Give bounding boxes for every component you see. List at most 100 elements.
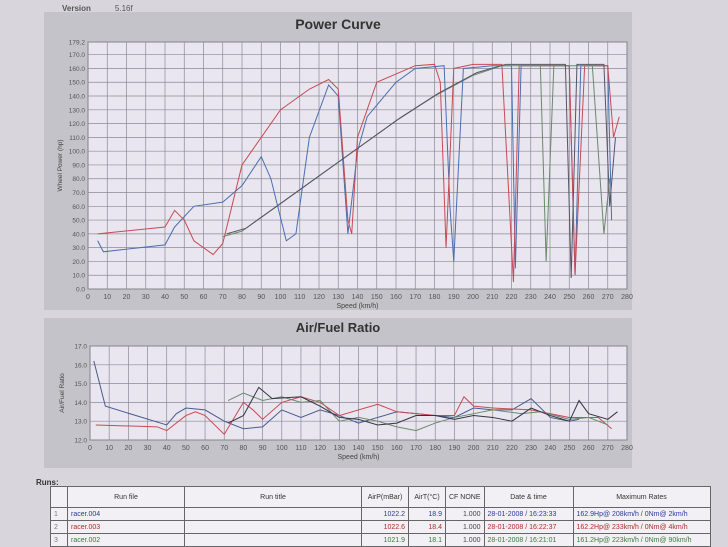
x-tick-label: 170: [410, 445, 422, 452]
cell-date: 28-01-2008 / 16:23:33: [483, 507, 574, 521]
x-tick-label: 260: [583, 294, 595, 301]
x-tick-label: 220: [506, 445, 518, 452]
table-row[interactable]: 1 racer.004 1022.2 18.9 1.000 28-01-2008 / 16…: [50, 507, 711, 521]
series-line-4: [227, 386, 618, 426]
y-tick-label: 150.0: [69, 80, 86, 87]
column-header: Run title: [184, 486, 362, 508]
x-tick-label: 140: [352, 294, 364, 301]
x-tick-label: 40: [163, 445, 171, 452]
x-tick-label: 40: [161, 294, 169, 301]
cell-cf: 1.000: [445, 533, 485, 547]
y-tick-label: 30.0: [72, 245, 85, 252]
x-tick-label: 200: [467, 294, 479, 301]
cell-airt: 18.4: [408, 520, 446, 534]
y-tick-label: 16.0: [74, 362, 87, 369]
cell-file: racer.002: [67, 533, 185, 547]
x-tick-label: 150: [372, 445, 384, 452]
x-tick-label: 70: [219, 294, 227, 301]
x-tick-label: 220: [506, 294, 518, 301]
y-tick-label: 13.0: [74, 419, 87, 426]
x-axis-label: Speed (km/h): [336, 303, 378, 310]
y-tick-label: 10.0: [72, 273, 85, 280]
x-tick-label: 70: [220, 445, 228, 452]
y-tick-label: 60.0: [72, 204, 85, 211]
y-tick-label: 20.0: [72, 259, 85, 266]
x-tick-label: 80: [240, 445, 248, 452]
column-header: Maximum Rates: [572, 486, 711, 508]
cell-cf: 1.000: [445, 520, 485, 534]
x-tick-label: 160: [391, 445, 403, 452]
cell-airp: 1021.9: [361, 533, 409, 547]
x-tick-label: 260: [583, 445, 595, 452]
x-tick-label: 190: [448, 294, 460, 301]
x-tick-label: 20: [123, 294, 131, 301]
cell-cf: 1.000: [445, 507, 485, 521]
cell-file: racer.003: [67, 520, 185, 534]
x-tick-label: 100: [275, 294, 287, 301]
x-tick-label: 60: [200, 294, 208, 301]
cell-max: 162.9Hp@ 208km/h / 0Nm@ 2km/h: [572, 507, 711, 521]
x-axis-label: Speed (km/h): [337, 454, 379, 461]
table-row[interactable]: 2 racer.003 1022.6 18.4 1.000 28-01-2008 / 16…: [50, 520, 711, 534]
table-row[interactable]: 3 racer.002 1021.9 18.1 1.000 28-01-2008 / 16…: [50, 533, 711, 547]
x-tick-label: 50: [182, 445, 190, 452]
cell-date: 28-01-2008 / 16:22:37: [483, 520, 574, 534]
x-tick-label: 100: [276, 445, 288, 452]
x-tick-label: 120: [313, 294, 325, 301]
y-tick-label: 15.0: [74, 381, 87, 388]
column-header: [50, 486, 68, 508]
cell-date: 28-01-2008 / 16:21:01: [483, 533, 574, 547]
cell-n: 1: [50, 507, 68, 521]
x-tick-label: 30: [144, 445, 152, 452]
y-tick-label: 50.0: [72, 218, 85, 225]
x-tick-label: 150: [371, 294, 383, 301]
y-axis-label: Air/Fuel Ratio: [59, 373, 66, 413]
x-tick-label: 180: [429, 445, 441, 452]
x-tick-label: 90: [257, 294, 265, 301]
version-label: Version: [62, 4, 91, 13]
x-tick-label: 210: [486, 294, 498, 301]
power-curve-title: Power Curve: [295, 16, 381, 32]
column-header: AirT(°C): [408, 486, 446, 508]
y-tick-label: 160.0: [69, 66, 86, 73]
x-tick-label: 190: [449, 445, 461, 452]
x-tick-label: 10: [105, 445, 113, 452]
x-tick-label: 130: [333, 445, 345, 452]
cell-airp: 1022.2: [361, 507, 409, 521]
y-tick-label: 120.0: [69, 121, 86, 128]
y-tick-label: 110.0: [69, 135, 85, 142]
x-tick-label: 60: [201, 445, 209, 452]
cell-file: racer.004: [67, 507, 185, 521]
y-tick-label: 0.0: [76, 287, 85, 294]
column-header: Run file: [67, 486, 185, 508]
column-header: CF NONE: [445, 486, 485, 508]
x-tick-label: 170: [409, 294, 421, 301]
y-tick-label: 17.0: [74, 344, 87, 351]
x-tick-label: 250: [564, 445, 576, 452]
x-tick-label: 240: [544, 294, 556, 301]
cell-title: [184, 507, 362, 521]
x-tick-label: 0: [88, 445, 92, 452]
y-tick-label: 80.0: [72, 176, 85, 183]
y-tick-label: 179.2: [69, 40, 86, 47]
x-tick-label: 20: [124, 445, 132, 452]
runs-label: Runs:: [36, 478, 59, 487]
x-tick-label: 270: [602, 445, 614, 452]
y-tick-label: 14.0: [74, 400, 87, 407]
series-line-4: [226, 63, 616, 278]
series-line-2: [95, 395, 612, 436]
x-tick-label: 120: [314, 445, 326, 452]
cell-n: 2: [50, 520, 68, 534]
x-tick-label: 280: [621, 445, 633, 452]
x-tick-label: 280: [621, 294, 633, 301]
x-tick-label: 230: [525, 445, 537, 452]
x-tick-label: 230: [525, 294, 537, 301]
x-tick-label: 50: [180, 294, 188, 301]
x-tick-label: 210: [487, 445, 499, 452]
x-tick-label: 90: [259, 445, 267, 452]
column-header: AirP(mBar): [361, 486, 409, 508]
version-value: 5.16f: [114, 4, 133, 13]
y-axis-label: Wheel Power (hp): [57, 139, 64, 191]
cell-n: 3: [50, 533, 68, 547]
